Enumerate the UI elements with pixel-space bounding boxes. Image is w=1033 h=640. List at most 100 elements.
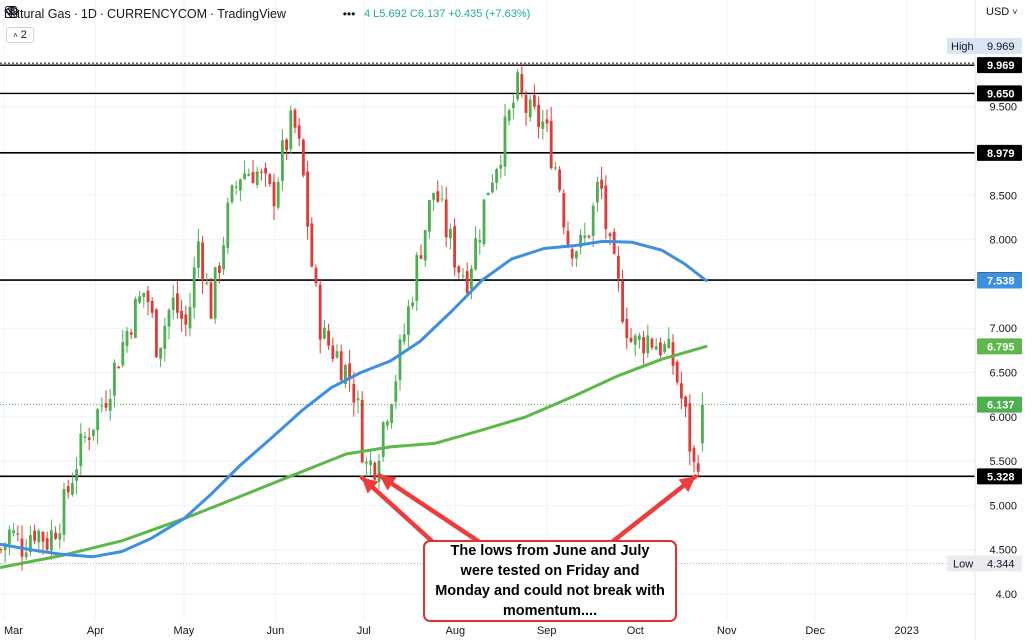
candle-up [579, 234, 582, 248]
symbol-name[interactable]: Natural Gas [4, 7, 71, 21]
candle-up [243, 173, 246, 179]
candle-down [218, 265, 221, 273]
annotation-callout[interactable]: The lows from June and July were tested … [423, 540, 677, 622]
arrow-to-july-low-head [379, 475, 397, 491]
candle-up [432, 192, 435, 200]
candle-down [285, 139, 288, 151]
candle-down [696, 463, 700, 472]
candle-down [41, 531, 45, 542]
candle-up [663, 344, 666, 352]
candle-down [318, 284, 322, 340]
eye-icon[interactable] [4, 6, 334, 22]
indicators-toggle[interactable]: ˄ 2 [6, 27, 34, 43]
time-axis[interactable]: Mar Apr May Jun Jul Aug Sep Oct Nov Dec 2023 [4, 625, 919, 637]
candle-down [331, 345, 335, 359]
low-label: Low [953, 559, 973, 571]
candle-up [335, 351, 339, 358]
candle-down [621, 281, 624, 322]
candle-up [24, 552, 28, 558]
candle-up [528, 99, 532, 118]
candle-down [625, 318, 629, 339]
annotation-text: The lows from June and July were tested … [435, 543, 665, 619]
level-price-tag: 9.969 [987, 60, 1015, 72]
level-price-tag: 9.650 [987, 88, 1015, 100]
ma100-line[interactable] [0, 239, 708, 559]
candle-up [575, 251, 578, 259]
more-icon[interactable]: ••• [342, 7, 356, 21]
candle-down [659, 342, 662, 356]
low-label-bg [947, 555, 977, 572]
candle-up [356, 398, 360, 401]
candle-up [276, 181, 280, 208]
candle-up [171, 297, 175, 310]
candle-down [352, 383, 356, 403]
candle-up [138, 296, 141, 303]
candle-down [558, 169, 561, 191]
last-price-tag: 6.137 [987, 400, 1015, 412]
interval-label[interactable]: 1D [80, 7, 97, 21]
candle-up [654, 346, 658, 350]
candle-up [478, 239, 482, 243]
level-price-tag: 8.979 [987, 148, 1015, 160]
candle-up [226, 202, 230, 249]
high-value-bg [977, 38, 1022, 54]
candle-up [646, 335, 650, 354]
candle-up [470, 268, 473, 290]
candle-up [486, 192, 490, 196]
candle-down [268, 174, 272, 184]
candle-down [302, 139, 305, 176]
candle-down [348, 363, 351, 380]
candle-up [108, 398, 112, 411]
candle-down [180, 310, 183, 319]
candles-layer [0, 62, 704, 571]
header-separator: · [210, 7, 215, 21]
candle-up [134, 298, 137, 338]
candle-up [638, 335, 641, 340]
candle-down [600, 179, 603, 189]
price-tick-label: 5.500 [989, 456, 1017, 468]
currency-selector[interactable]: USD ˅ [986, 6, 1018, 18]
candle-down [201, 242, 204, 281]
candle-down [444, 199, 448, 238]
candle-down [176, 293, 179, 313]
low-value-bg [977, 555, 1022, 572]
candle-down [650, 338, 654, 348]
candle-up [96, 409, 99, 431]
source-label: TradingView [217, 7, 286, 21]
time-tick-label: Aug [446, 625, 466, 637]
candle-up [58, 533, 62, 540]
level-price-tag: 5.328 [987, 471, 1015, 483]
ma200-price-tag: 6.795 [987, 341, 1015, 353]
ma100-price-tag-bg [977, 272, 1022, 289]
candle-down [587, 235, 591, 238]
candle-up [163, 325, 167, 349]
last-price-tag-bg [977, 396, 1022, 413]
candle-down [150, 300, 154, 313]
candle-down [129, 332, 133, 335]
candle-up [167, 309, 171, 327]
candle-down [209, 282, 213, 319]
indicator-count: 2 [20, 29, 27, 41]
candle-up [121, 341, 125, 366]
candle-up [213, 267, 217, 319]
high-value: 9.969 [987, 41, 1015, 53]
price-axis[interactable]: 4.004.5005.0005.5006.0006.5007.0007.5008… [947, 0, 1033, 640]
candle-down [524, 94, 528, 113]
time-tick-label: Sep [537, 625, 557, 637]
candle-up [188, 306, 192, 329]
candle-up [377, 460, 381, 482]
candle-down [533, 95, 536, 107]
arrow-to-june-low-head [361, 477, 379, 494]
candle-up [255, 171, 259, 186]
candle-up [583, 235, 587, 238]
candle-up [50, 530, 53, 551]
candle-down [306, 171, 309, 227]
candle-down [260, 171, 263, 173]
ma200-line[interactable] [0, 344, 708, 569]
low-value: 4.344 [987, 559, 1015, 571]
candle-down [314, 267, 318, 284]
candle-down [117, 366, 120, 369]
candle-up [222, 245, 225, 270]
hide-icon[interactable] [5, 6, 310, 22]
